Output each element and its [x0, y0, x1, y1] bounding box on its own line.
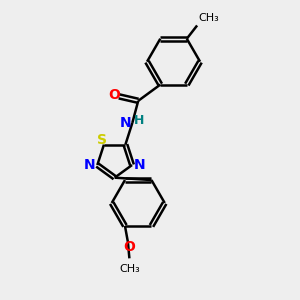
Text: O: O [124, 240, 135, 254]
Text: H: H [134, 114, 144, 127]
Text: S: S [98, 133, 107, 147]
Text: N: N [84, 158, 96, 172]
Text: CH₃: CH₃ [199, 13, 219, 22]
Text: O: O [108, 88, 120, 102]
Text: N: N [134, 158, 145, 172]
Text: N: N [120, 116, 132, 130]
Text: CH₃: CH₃ [119, 264, 140, 274]
